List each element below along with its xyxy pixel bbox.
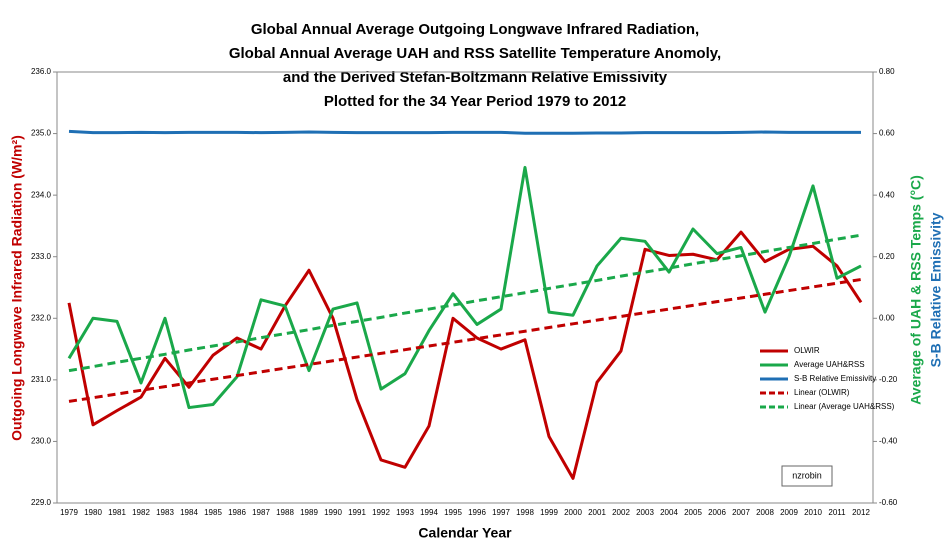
x-tick-label: 1995 xyxy=(444,508,462,517)
x-axis-label: Calendar Year xyxy=(418,525,512,541)
legend-label: S-B Relative Emissivity xyxy=(794,374,876,383)
x-tick-label: 1990 xyxy=(324,508,342,517)
series-line xyxy=(68,129,861,135)
y2-axis-label: S-B Relative Emissivity xyxy=(928,212,944,367)
y-axis-label: Outgoing Longwave Infrared Radiation (W/… xyxy=(9,135,25,441)
x-tick-label: 2009 xyxy=(780,508,798,517)
y-tick-label: 235.0 xyxy=(31,129,52,138)
x-tick-label: 1980 xyxy=(84,508,102,517)
x-tick-label: 1985 xyxy=(204,508,222,517)
y2-axis-label: Average of UAH & RSS Temps (°C) xyxy=(908,175,924,405)
y-tick-label: 233.0 xyxy=(31,252,52,261)
y2-tick-label: 0.60 xyxy=(879,129,895,138)
x-tick-label: 1993 xyxy=(396,508,414,517)
chart-title: Global Annual Average Outgoing Longwave … xyxy=(251,21,699,38)
x-tick-label: 2002 xyxy=(612,508,630,517)
x-tick-label: 1987 xyxy=(252,508,270,517)
chart-title: Global Annual Average UAH and RSS Satell… xyxy=(229,45,721,62)
series-line xyxy=(68,233,862,373)
x-tick-label: 1986 xyxy=(228,508,246,517)
x-tick-label: 1991 xyxy=(348,508,366,517)
x-tick-label: 1979 xyxy=(60,508,78,517)
x-tick-label: 1994 xyxy=(420,508,438,517)
x-tick-label: 2003 xyxy=(636,508,654,517)
x-tick-label: 1992 xyxy=(372,508,390,517)
x-tick-label: 2004 xyxy=(660,508,678,517)
x-tick-label: 1983 xyxy=(156,508,174,517)
chart-title: and the Derived Stefan-Boltzmann Relativ… xyxy=(283,69,668,86)
y-tick-label: 236.0 xyxy=(31,67,52,76)
x-tick-label: 2010 xyxy=(804,508,822,517)
x-tick-label: 1988 xyxy=(276,508,294,517)
x-tick-label: 2000 xyxy=(564,508,582,517)
series-line xyxy=(67,165,862,410)
series-line xyxy=(68,278,862,403)
annotation: nzrobin xyxy=(792,470,822,480)
x-tick-label: 2006 xyxy=(708,508,726,517)
y-tick-label: 231.0 xyxy=(31,375,52,384)
x-tick-label: 1998 xyxy=(516,508,534,517)
x-tick-label: 1997 xyxy=(492,508,510,517)
y2-tick-label: 0.80 xyxy=(879,67,895,76)
y2-tick-label: -0.20 xyxy=(879,375,898,384)
x-tick-label: 1999 xyxy=(540,508,558,517)
x-tick-label: 2005 xyxy=(684,508,702,517)
y2-tick-label: -0.40 xyxy=(879,437,898,446)
y-tick-label: 232.0 xyxy=(31,313,52,322)
x-tick-label: 1989 xyxy=(300,508,318,517)
annotation-box xyxy=(781,465,833,487)
x-tick-label: 1982 xyxy=(132,508,150,517)
y2-tick-label: 0.40 xyxy=(879,190,895,199)
x-tick-label: 1996 xyxy=(468,508,486,517)
x-tick-label: 2011 xyxy=(828,508,846,517)
y-tick-label: 229.0 xyxy=(31,498,52,507)
y2-tick-label: 0.20 xyxy=(879,252,895,261)
legend-label: OLWIR xyxy=(794,346,820,355)
legend-label: Linear (Average UAH&RSS) xyxy=(794,402,895,411)
x-tick-label: 2001 xyxy=(588,508,606,517)
chart-title: Plotted for the 34 Year Period 1979 to 2… xyxy=(324,93,626,110)
x-tick-label: 2007 xyxy=(732,508,750,517)
x-tick-label: 2012 xyxy=(852,508,870,517)
x-tick-label: 1981 xyxy=(108,508,126,517)
series-line xyxy=(67,230,863,480)
legend-label: Linear (OLWIR) xyxy=(794,388,850,397)
y-tick-label: 230.0 xyxy=(31,437,52,446)
x-tick-label: 2008 xyxy=(756,508,774,517)
legend-label: Average UAH&RSS xyxy=(794,360,865,369)
plot-area xyxy=(56,71,874,504)
y-tick-label: 234.0 xyxy=(31,190,52,199)
y2-tick-label: 0.00 xyxy=(879,313,895,322)
y2-tick-label: -0.60 xyxy=(879,498,898,507)
x-tick-label: 1984 xyxy=(180,508,198,517)
